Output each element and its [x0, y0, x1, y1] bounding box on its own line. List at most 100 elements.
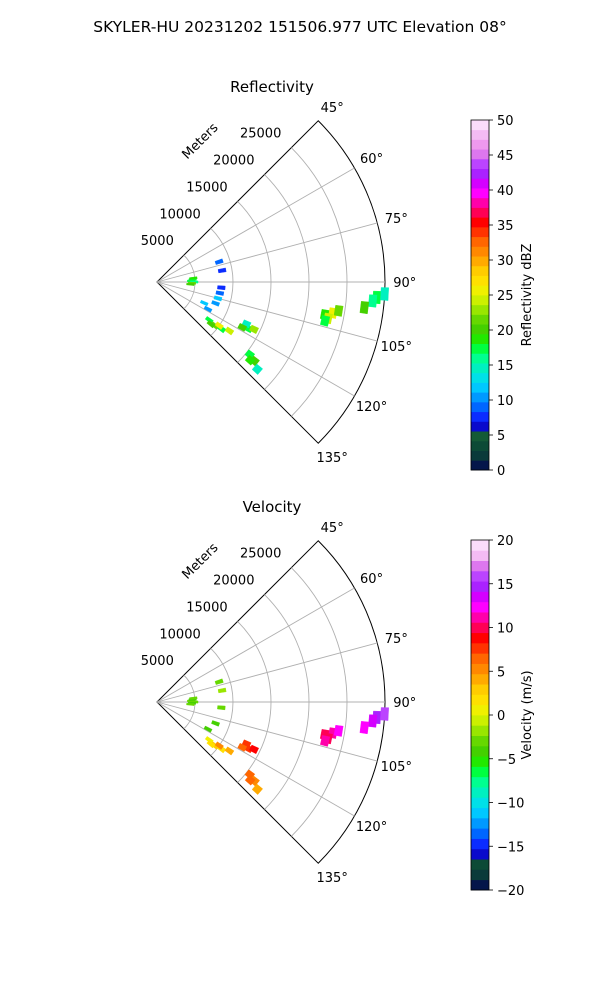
colorbar-swatch — [471, 612, 489, 623]
radar-gate — [380, 287, 389, 301]
radar-gate — [244, 774, 256, 786]
angular-tick-label: 135° — [317, 871, 348, 886]
grid-spoke — [156, 587, 355, 703]
colorbar-swatch — [471, 694, 489, 706]
radar-gate — [333, 724, 344, 737]
colorbar-swatch — [471, 673, 489, 685]
colorbar-swatch — [471, 766, 489, 778]
colorbar-tick-label: −10 — [497, 797, 524, 812]
colorbar-swatch — [471, 256, 489, 267]
reflectivity-panel: Reflectivity500010000150002000025000Mete… — [141, 78, 535, 479]
colorbar-swatch — [471, 460, 489, 471]
colorbar-swatch — [471, 363, 489, 374]
angular-tick-label: 60° — [360, 152, 383, 167]
colorbar-swatch — [471, 168, 489, 179]
radar-gate — [359, 301, 370, 315]
colorbar-swatch — [471, 581, 489, 592]
colorbar-swatch — [471, 725, 489, 736]
colorbar-tick-label: 15 — [497, 359, 514, 374]
chart-title: Reflectivity — [230, 78, 314, 96]
radial-tick-label: 20000 — [213, 574, 254, 589]
angular-tick-label: 120° — [356, 400, 387, 415]
velocity-panel: Velocity500010000150002000025000Meters45… — [141, 498, 535, 899]
radar-gate — [224, 326, 235, 336]
colorbar-swatch — [471, 372, 489, 383]
colorbar-tick-label: 40 — [497, 184, 514, 199]
colorbar-tick-label: 0 — [497, 709, 505, 724]
colorbar-swatch — [471, 859, 489, 870]
colorbar-tick-label: 20 — [497, 534, 514, 549]
colorbar-swatch — [471, 431, 489, 442]
radar-gate — [368, 714, 378, 728]
colorbar-swatch — [471, 797, 489, 809]
colorbar-swatch — [471, 869, 489, 881]
radar-gate — [237, 742, 248, 752]
colorbar-swatch — [471, 421, 489, 432]
colorbar-tick-label: 10 — [497, 622, 514, 637]
grid-spoke — [156, 642, 378, 703]
colorbar-tick-label: 45 — [497, 149, 514, 164]
colorbar-swatch — [471, 776, 489, 788]
radar-gate — [359, 721, 370, 735]
angular-tick-label: 105° — [381, 340, 412, 355]
radar-gate — [217, 705, 226, 711]
colorbar-tick-label: −5 — [497, 753, 516, 768]
radar-gate — [211, 720, 220, 727]
radar-gate — [214, 321, 224, 330]
colorbar-swatch — [471, 197, 489, 208]
colorbar-swatch — [471, 246, 489, 257]
radial-tick-label: 10000 — [159, 627, 200, 642]
colorbar-swatch — [471, 622, 489, 634]
radar-gate — [213, 295, 223, 302]
colorbar-swatch — [471, 285, 489, 296]
colorbar-swatch — [471, 158, 489, 170]
colorbar-tick-label: 35 — [497, 219, 514, 234]
colorbar-swatch — [471, 591, 489, 603]
colorbar-swatch — [471, 314, 489, 325]
colorbar-swatch — [471, 265, 489, 276]
radar-gate — [320, 315, 331, 327]
angular-tick-label: 45° — [321, 101, 344, 116]
grid-spoke — [156, 281, 378, 342]
colorbar-swatch — [471, 807, 489, 819]
colorbar-tick-label: 5 — [497, 665, 505, 680]
colorbar-swatch — [471, 353, 489, 364]
colorbar-tick-label: 5 — [497, 429, 505, 444]
radar-gate — [186, 703, 195, 706]
grid-spoke — [156, 222, 378, 283]
colorbar-swatch — [471, 295, 489, 306]
colorbar-swatch — [471, 129, 489, 140]
angular-tick-label: 45° — [321, 521, 344, 536]
colorbar-swatch — [471, 550, 489, 561]
radar-gate — [237, 322, 248, 332]
radar-gate — [241, 739, 252, 749]
colorbar-swatch — [471, 304, 489, 315]
colorbar-swatch — [471, 560, 489, 572]
radar-gate — [224, 746, 235, 756]
colorbar-swatch — [471, 735, 489, 747]
colorbar-swatch — [471, 139, 489, 150]
angular-tick-label: 60° — [360, 572, 383, 587]
angular-tick-label: 90° — [393, 276, 416, 291]
colorbar-tick-label: 25 — [497, 289, 514, 304]
angular-tick-label: 120° — [356, 820, 387, 835]
radar-gate — [214, 258, 224, 265]
colorbar-swatch — [471, 188, 489, 199]
colorbar-swatch — [471, 848, 489, 860]
angular-tick-label: 105° — [381, 760, 412, 775]
radar-gate — [380, 707, 389, 721]
colorbar-swatch — [471, 275, 489, 286]
radar-gate — [333, 304, 344, 317]
radial-tick-label: 5000 — [141, 654, 174, 669]
colorbar-swatch — [471, 715, 489, 726]
colorbar-swatch — [471, 236, 489, 247]
colorbar-swatch — [471, 838, 489, 850]
colorbar-swatch — [471, 828, 489, 839]
colorbar-swatch — [471, 333, 489, 345]
colorbar-swatch — [471, 684, 489, 695]
colorbar-tick-label: 10 — [497, 394, 514, 409]
radar-gate — [249, 324, 260, 335]
radial-tick-label: 15000 — [186, 600, 227, 615]
radar-gate — [217, 285, 226, 291]
grid-spoke — [156, 281, 355, 397]
